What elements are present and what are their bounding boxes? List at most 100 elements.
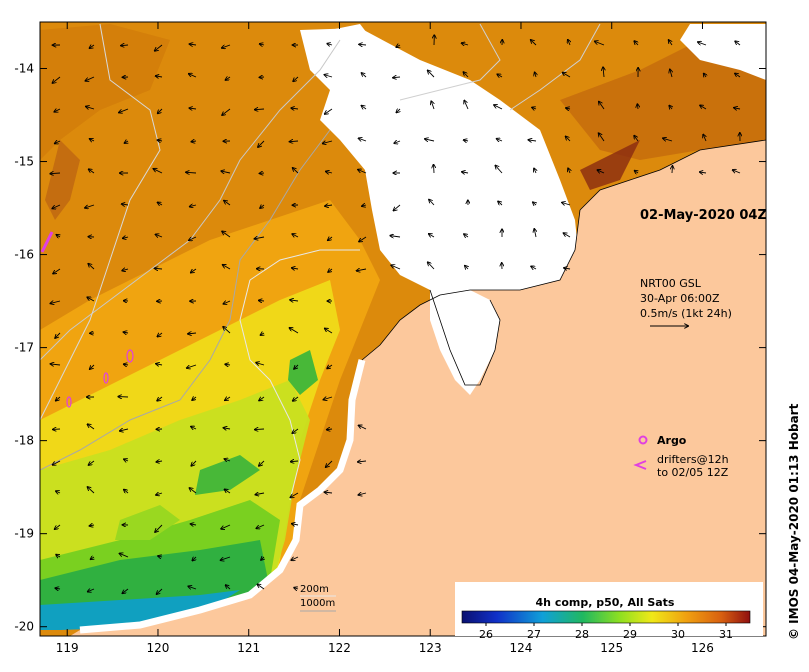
- current-arrow: [225, 489, 231, 494]
- current-model-label: NRT00 GSL: [640, 277, 702, 290]
- current-arrow: [123, 332, 129, 333]
- current-arrow: [191, 141, 197, 142]
- current-arrow: [90, 139, 95, 141]
- current-arrow: [533, 202, 536, 205]
- current-arrow: [158, 556, 162, 557]
- x-tick-label: 124: [510, 641, 533, 655]
- current-arrow: [90, 45, 95, 48]
- current-arrow: [55, 332, 61, 338]
- current-arrow: [599, 133, 605, 142]
- current-arrow: [495, 166, 503, 174]
- current-arrow: [223, 301, 231, 304]
- current-arrow: [635, 171, 638, 173]
- current-arrow: [156, 461, 163, 462]
- current-arrow: [124, 459, 129, 461]
- credit-text: © IMOS 04-May-2020 01:13 Hobart: [787, 403, 801, 640]
- current-arrow: [390, 236, 401, 237]
- current-arrow: [568, 168, 570, 174]
- current-arrow: [327, 44, 333, 45]
- current-arrow: [50, 173, 61, 174]
- y-tick-label: -17: [14, 341, 34, 355]
- current-arrow: [669, 40, 672, 46]
- y-tick-label: -19: [14, 527, 34, 541]
- current-scale-label: 0.5m/s (1kt 24h): [640, 307, 732, 320]
- current-arrow: [359, 138, 367, 141]
- current-arrow: [256, 363, 265, 365]
- current-arrow: [186, 172, 197, 173]
- current-arrow: [222, 231, 231, 238]
- current-arrow: [124, 490, 129, 493]
- current-arrow: [190, 205, 197, 207]
- current-arrow: [56, 491, 61, 493]
- current-arrow: [259, 300, 265, 301]
- current-arrow: [703, 135, 706, 142]
- current-arrow: [291, 108, 299, 109]
- current-arrow: [88, 487, 95, 494]
- current-arrow: [323, 141, 333, 143]
- current-arrow: [394, 204, 401, 210]
- current-arrow: [428, 262, 435, 270]
- current-arrow: [119, 108, 129, 113]
- current-arrow: [462, 43, 469, 45]
- current-arrow: [223, 265, 231, 270]
- current-arrow: [156, 76, 163, 77]
- current-arrow: [256, 524, 265, 528]
- colorbar-title: 4h comp, p50, All Sats: [536, 596, 675, 609]
- current-arrow: [700, 105, 707, 110]
- current-arrow: [325, 205, 333, 206]
- current-arrow: [325, 329, 333, 334]
- current-arrow: [156, 493, 163, 495]
- y-tick-label: -15: [14, 155, 34, 169]
- current-arrow: [222, 108, 231, 115]
- current-arrow: [259, 460, 265, 466]
- current-arrow: [86, 107, 95, 109]
- drifter-legend-icon: [633, 460, 647, 470]
- current-arrow: [326, 460, 333, 467]
- x-tick-label: 121: [237, 641, 260, 655]
- current-arrow: [534, 168, 536, 174]
- current-arrow: [359, 236, 367, 242]
- current-arrow: [599, 102, 605, 110]
- current-arrow: [462, 172, 469, 173]
- current-arrow: [156, 234, 163, 237]
- current-arrow: [362, 205, 367, 206]
- current-arrow: [158, 108, 163, 113]
- current-arrow: [464, 234, 469, 237]
- x-tick-label: 119: [56, 641, 79, 655]
- colorbar-tick-label: 30: [671, 628, 685, 641]
- current-time-label: 30-Apr 06:00Z: [640, 292, 720, 305]
- chart-title: 02-May-2020 04Z: [640, 208, 767, 223]
- cloud-mask: [300, 28, 580, 295]
- current-arrow: [361, 106, 367, 109]
- drifter-legend-label: drifters@12h: [657, 453, 729, 466]
- colorbar-tick-label: 31: [719, 628, 733, 641]
- current-arrow: [55, 141, 61, 143]
- current-arrow: [254, 237, 265, 239]
- current-arrow: [568, 40, 570, 46]
- current-arrow: [291, 461, 299, 462]
- current-arrow: [261, 333, 264, 335]
- current-arrow: [87, 297, 95, 302]
- current-arrow: [358, 461, 367, 462]
- current-arrow: [291, 557, 299, 560]
- current-arrow: [121, 45, 129, 46]
- current-arrow: [564, 268, 571, 269]
- colorbar: [461, 610, 751, 624]
- current-arrow: [56, 235, 60, 237]
- current-arrow: [326, 171, 333, 173]
- colorbar-ticks: 26 27 28 29 30 31: [479, 623, 733, 641]
- current-arrow: [89, 460, 95, 465]
- current-arrow: [564, 233, 571, 238]
- current-arrow: [191, 524, 197, 525]
- current-arrow: [53, 460, 61, 465]
- current-arrow: [328, 269, 332, 272]
- drifter-track: [40, 231, 54, 253]
- current-arrow: [704, 74, 706, 77]
- drifter-legend-time: to 02/05 12Z: [657, 466, 729, 479]
- current-arrow: [396, 45, 400, 47]
- current-arrow: [563, 73, 571, 78]
- current-arrow: [88, 264, 95, 270]
- current-arrow: [87, 424, 95, 430]
- y-tick-label: -16: [14, 248, 34, 262]
